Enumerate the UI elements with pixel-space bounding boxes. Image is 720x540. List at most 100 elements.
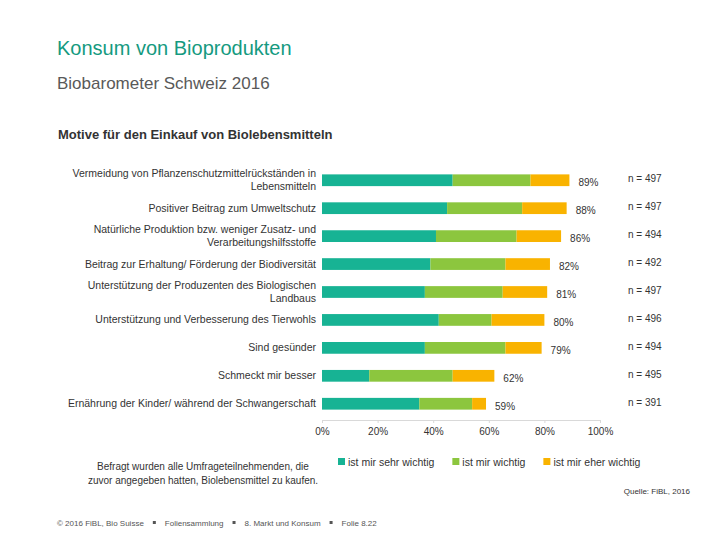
note: Befragt wurden alle Umfrageteilnehmenden…	[88, 461, 318, 486]
category-labels: Vermeidung von Pflanzenschutzmittelrücks…	[68, 167, 317, 409]
category-label-line: Natürliche Produktion bzw. weniger Zusat…	[94, 223, 317, 235]
page-subtitle: Biobarometer Schweiz 2016	[57, 74, 270, 93]
total-label: 79%	[551, 345, 571, 356]
bar-segment	[517, 230, 561, 242]
category-label-line: Unterstützung der Produzenten des Biolog…	[88, 279, 316, 291]
bar-segment	[447, 202, 522, 214]
tick-label: 0%	[315, 426, 330, 437]
bar-segment	[425, 342, 506, 354]
bar-segment	[322, 258, 430, 270]
sample-size-label: n = 494	[628, 341, 662, 352]
category-label-line: Schmeckt mir besser	[218, 369, 317, 381]
category-label: Unterstützung und Verbesserung des Tierw…	[95, 313, 316, 325]
category-label: Positiver Beitrag zum Umweltschutz	[149, 202, 316, 214]
category-label: Schmeckt mir besser	[218, 369, 317, 381]
note-line: zuvor angegeben hatten, Biolebensmittel …	[88, 475, 318, 486]
tick: 80%	[535, 420, 555, 437]
note-line: Befragt wurden alle Umfrageteilnehmenden…	[97, 461, 309, 472]
category-label: Vermeidung von Pflanzenschutzmittelrücks…	[73, 167, 317, 192]
category-label-line: Landbaus	[270, 292, 316, 304]
tick-mark	[600, 420, 601, 423]
legend-swatch	[543, 458, 550, 465]
category-label-line: Unterstützung und Verbesserung des Tierw…	[95, 313, 316, 325]
category-label: Unterstützung der Produzenten des Biolog…	[88, 279, 316, 304]
category-label-line: Sind gesünder	[248, 341, 316, 353]
category-label: Sind gesünder	[248, 341, 316, 353]
total-label: 88%	[576, 205, 596, 216]
tick-label: 100%	[588, 426, 614, 437]
tick-label: 40%	[424, 426, 444, 437]
bar-segment	[492, 314, 545, 326]
axis-line	[323, 421, 601, 424]
category-label-line: Beitrag zur Erhaltung/ Förderung der Bio…	[85, 258, 316, 270]
category-label: Beitrag zur Erhaltung/ Förderung der Bio…	[85, 258, 316, 270]
page-title: Konsum von Bioprodukten	[57, 37, 292, 59]
bars	[322, 174, 569, 409]
total-label: 80%	[553, 317, 573, 328]
bar-segment	[369, 370, 452, 382]
total-label: 86%	[570, 233, 590, 244]
bar-segment	[436, 230, 517, 242]
sample-size-label: n = 497	[628, 285, 662, 296]
bar-segment	[531, 174, 570, 186]
bar-segment	[322, 174, 453, 186]
category-label-line: Positiver Beitrag zum Umweltschutz	[149, 202, 316, 214]
bar-segment	[505, 342, 541, 354]
tick: 0%	[315, 420, 330, 437]
sample-size-label: n = 495	[628, 369, 662, 380]
tick-mark	[433, 420, 434, 423]
total-label: 81%	[556, 289, 576, 300]
bar-segment	[439, 314, 492, 326]
bar-segment	[453, 174, 531, 186]
x-axis: 0% 20% 40% 60% 80% 100%	[315, 420, 613, 437]
tick-label: 60%	[479, 426, 499, 437]
bar-segment	[430, 258, 505, 270]
source: Quelle: FiBL, 2016	[624, 487, 691, 496]
category-label-line: Lebensmitteln	[251, 180, 317, 192]
category-label-line: Ernährung der Kinder/ während der Schwan…	[68, 397, 316, 409]
bar-segment	[322, 342, 425, 354]
sample-size-label: n = 492	[628, 257, 662, 268]
total-label: 89%	[578, 177, 598, 188]
tick-label: 80%	[535, 426, 555, 437]
legend-label: ist mir sehr wichtig	[348, 456, 435, 468]
bar-segment	[322, 202, 447, 214]
slide: Konsum von Bioprodukten Biobarometer Schw…	[0, 0, 720, 540]
bar-segment	[322, 314, 439, 326]
footer-item: Folie 8.22	[342, 519, 378, 528]
sample-size-label: n = 497	[628, 201, 662, 212]
legend-swatch	[338, 458, 345, 465]
category-label-line: Verarbeitungshilfsstoffe	[207, 236, 316, 248]
bar-segment	[322, 230, 436, 242]
bar-segment	[505, 258, 549, 270]
bar-segment	[322, 370, 369, 382]
bar-segment	[472, 398, 486, 410]
footer-separator	[153, 521, 156, 524]
footer-item: © 2016 FiBL, Bio Suisse	[57, 519, 144, 528]
category-label-line: Vermeidung von Pflanzenschutzmittelrücks…	[73, 167, 317, 179]
bar-segment	[503, 286, 547, 298]
tick: 40%	[424, 420, 444, 437]
total-label: 59%	[495, 401, 515, 412]
bar-segment	[522, 202, 566, 214]
bar-segment	[453, 370, 495, 382]
annotations: 89% 88% 86% 82% 81% 80% 79% 62% 59% n = 497 n = 49…	[495, 173, 662, 412]
footer-separator	[233, 521, 236, 524]
tick-label: 20%	[368, 426, 388, 437]
bar-segment	[419, 398, 472, 410]
category-label: Ernährung der Kinder/ während der Schwan…	[68, 397, 316, 409]
tick: 20%	[368, 420, 388, 437]
footer-item: Foliensammlung	[165, 519, 224, 528]
legend: ist mir sehr wichtigist mir wichtigist m…	[338, 456, 640, 468]
total-label: 82%	[559, 261, 579, 272]
sample-size-label: n = 391	[628, 397, 662, 408]
category-label: Natürliche Produktion bzw. weniger Zusat…	[94, 223, 317, 248]
footer-item: 8. Markt und Konsum	[245, 519, 321, 528]
tick-mark	[489, 420, 490, 423]
total-label: 62%	[503, 373, 523, 384]
legend-swatch	[452, 458, 459, 465]
tick-mark	[378, 420, 379, 423]
sample-size-label: n = 496	[628, 313, 662, 324]
tick-mark	[322, 420, 323, 423]
footer: © 2016 FiBL, Bio Suisse Foliensammlung 8. …	[57, 519, 377, 528]
